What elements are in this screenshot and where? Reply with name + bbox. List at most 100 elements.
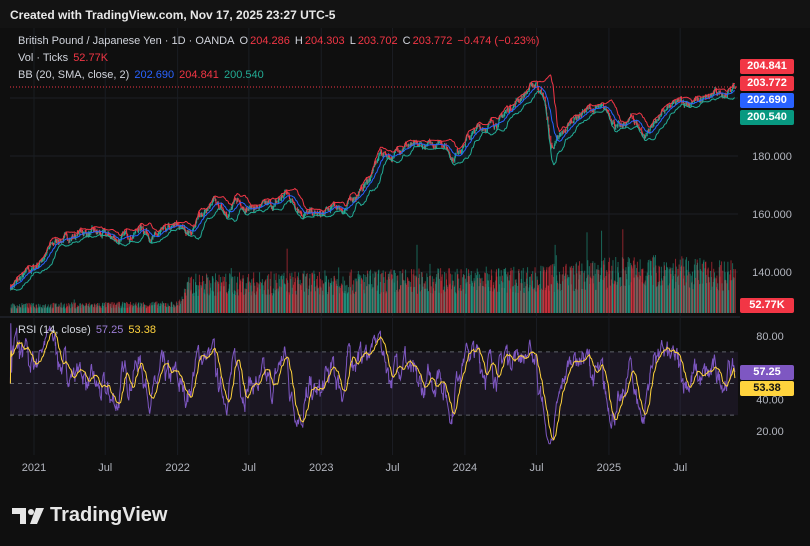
volume-bar <box>266 275 268 313</box>
volume-bar <box>350 269 352 313</box>
volume-bar <box>270 271 272 313</box>
volume-bar <box>56 306 58 313</box>
volume-bar <box>91 304 93 313</box>
volume-bar <box>474 272 476 313</box>
volume-bar <box>290 278 292 313</box>
volume-bar <box>168 306 170 313</box>
volume-bar <box>667 285 669 313</box>
bb-lower-line <box>9 90 736 291</box>
volume-bar <box>538 285 540 313</box>
volume-bar <box>61 307 63 313</box>
volume-bar <box>149 303 151 313</box>
volume-bar <box>306 273 308 313</box>
volume-bar <box>301 283 303 313</box>
volume-bar <box>108 302 110 313</box>
volume-bar <box>606 287 608 313</box>
volume-bar <box>416 244 418 313</box>
volume-bar <box>218 274 220 313</box>
volume-bar <box>425 288 427 313</box>
volume-bar <box>292 284 294 313</box>
volume-bar <box>110 302 112 313</box>
volume-bar <box>617 272 619 313</box>
time-tick-label: 2021 <box>22 462 46 474</box>
open-value: 204.286 <box>250 35 290 47</box>
volume-bar <box>342 276 344 313</box>
volume-bar <box>116 302 118 313</box>
volume-bar <box>728 290 730 313</box>
open-label: O <box>239 35 249 47</box>
volume-bar <box>706 283 708 313</box>
volume-bar <box>734 269 736 313</box>
volume-bar <box>411 291 413 313</box>
volume-label: Vol · Ticks <box>18 52 69 64</box>
volume-bar <box>74 302 76 313</box>
volume-bar <box>226 293 228 313</box>
volume-bar <box>403 280 405 313</box>
volume-bar <box>719 265 721 313</box>
volume-bar <box>637 277 639 313</box>
volume-bar <box>463 275 465 313</box>
chart-canvas[interactable]: 140.000160.000180.000200.0002021Jul2022J… <box>0 28 810 492</box>
volume-bar <box>17 306 19 313</box>
volume-bar <box>494 288 496 313</box>
volume-bar <box>102 306 104 313</box>
volume-bar <box>422 286 424 313</box>
volume-bar <box>75 308 77 313</box>
volume-bar <box>72 302 74 313</box>
volume-bar <box>246 288 248 313</box>
volume-bar <box>686 275 688 313</box>
volume-bar <box>711 286 713 313</box>
volume-bar <box>604 257 606 313</box>
volume-bar <box>163 303 165 313</box>
volume-bar <box>42 305 44 313</box>
volume-bar <box>498 268 500 313</box>
volume-bar <box>130 304 132 313</box>
volume-bar <box>546 267 548 313</box>
rsi-value: 57.25 <box>95 324 124 336</box>
volume-bar <box>155 301 157 313</box>
rsi-legend: RSI (14, close) 57.25 53.38 <box>18 324 158 336</box>
volume-bar <box>433 278 435 313</box>
volume-bar <box>480 278 482 313</box>
volume-bar <box>126 302 128 313</box>
volume-bar <box>193 292 195 313</box>
volume-bar <box>381 273 383 313</box>
volume-bar <box>471 282 473 313</box>
volume-bar <box>312 274 314 313</box>
volume-bar <box>466 281 468 313</box>
volume-bar <box>364 274 366 313</box>
rsi-ma-line <box>9 331 736 441</box>
volume-bar <box>557 289 559 313</box>
volume-bar <box>626 279 628 313</box>
volume-bar <box>334 278 336 313</box>
created-with-label: Created with TradingView.com, Nov 17, 20… <box>10 8 336 22</box>
volume-bar <box>138 307 140 313</box>
volume-bar <box>174 307 176 313</box>
volume-bar <box>681 256 683 313</box>
volume-bar <box>375 271 377 313</box>
volume-bar <box>394 272 396 313</box>
volume-bar <box>204 283 206 313</box>
volume-bar <box>664 270 666 313</box>
volume-bar <box>697 280 699 313</box>
volume-bar <box>53 302 55 313</box>
bb-upper-value: 204.841 <box>179 69 219 81</box>
volume-bar <box>314 291 316 313</box>
volume-bar <box>39 304 41 313</box>
volume-bar <box>182 299 184 313</box>
price-tick-label: 180.000 <box>752 151 792 163</box>
volume-bar <box>673 275 675 313</box>
price-legend: British Pound / Japanese Yen · 1D · OAND… <box>18 35 541 47</box>
volume-bar <box>11 303 13 313</box>
volume-bar <box>124 302 126 313</box>
volume-bar <box>295 294 297 313</box>
tradingview-logo-icon <box>12 508 44 524</box>
volume-bar <box>345 285 347 313</box>
volume-bar <box>270 293 272 313</box>
volume-bar <box>554 244 556 313</box>
volume-bar <box>122 301 124 313</box>
volume-bar <box>703 259 705 313</box>
volume-bar <box>532 289 534 313</box>
volume-bar <box>576 289 578 313</box>
volume-bar <box>460 290 462 313</box>
